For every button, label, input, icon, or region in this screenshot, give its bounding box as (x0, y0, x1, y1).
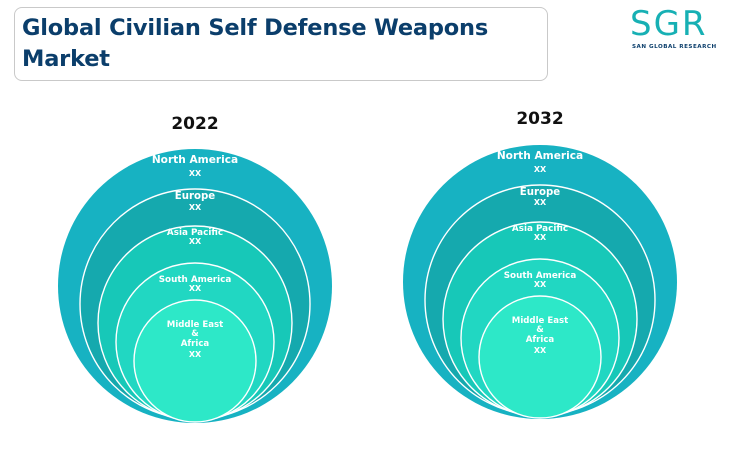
region-label-part: & (191, 329, 199, 339)
region-label-part: Africa (526, 335, 555, 345)
region-label-part: Middle East (512, 316, 568, 326)
region-value: XX (189, 237, 202, 246)
region-value: XX (534, 198, 547, 207)
region-value: XX (189, 350, 202, 359)
region-value: XX (534, 280, 547, 289)
title-box: Global Civilian Self Defense Weapons Mar… (14, 7, 548, 81)
region-label-part: Middle East (167, 320, 223, 330)
sgr-logo: SGR SAN GLOBAL RESEARCH (630, 4, 730, 54)
ring-middle-east-and-africa (133, 299, 257, 423)
region-label: South America (159, 275, 232, 285)
region-label: Europe (175, 191, 216, 202)
region-value: XX (534, 165, 547, 174)
region-value: XX (189, 169, 202, 178)
region-label: Europe (520, 187, 561, 198)
region-label: Asia Pacific (512, 224, 568, 234)
region-value: XX (534, 346, 547, 355)
year-label: 2022 (171, 114, 218, 134)
region-value: XX (534, 233, 547, 242)
region-label-part: & (536, 325, 544, 335)
page-title: Global Civilian Self Defense Weapons Mar… (22, 15, 489, 72)
logo-letters: SGR (630, 4, 708, 44)
logo-tagline: SAN GLOBAL RESEARCH (632, 44, 717, 50)
region-label: South America (504, 271, 577, 281)
region-label: North America (497, 150, 583, 162)
region-label-part: Africa (181, 339, 210, 349)
region-value: XX (189, 203, 202, 212)
ring-middle-east-and-africa (478, 295, 602, 419)
year-label: 2032 (516, 109, 563, 129)
region-label: North America (152, 154, 238, 166)
region-label: Asia Pacific (167, 228, 223, 238)
region-value: XX (189, 284, 202, 293)
